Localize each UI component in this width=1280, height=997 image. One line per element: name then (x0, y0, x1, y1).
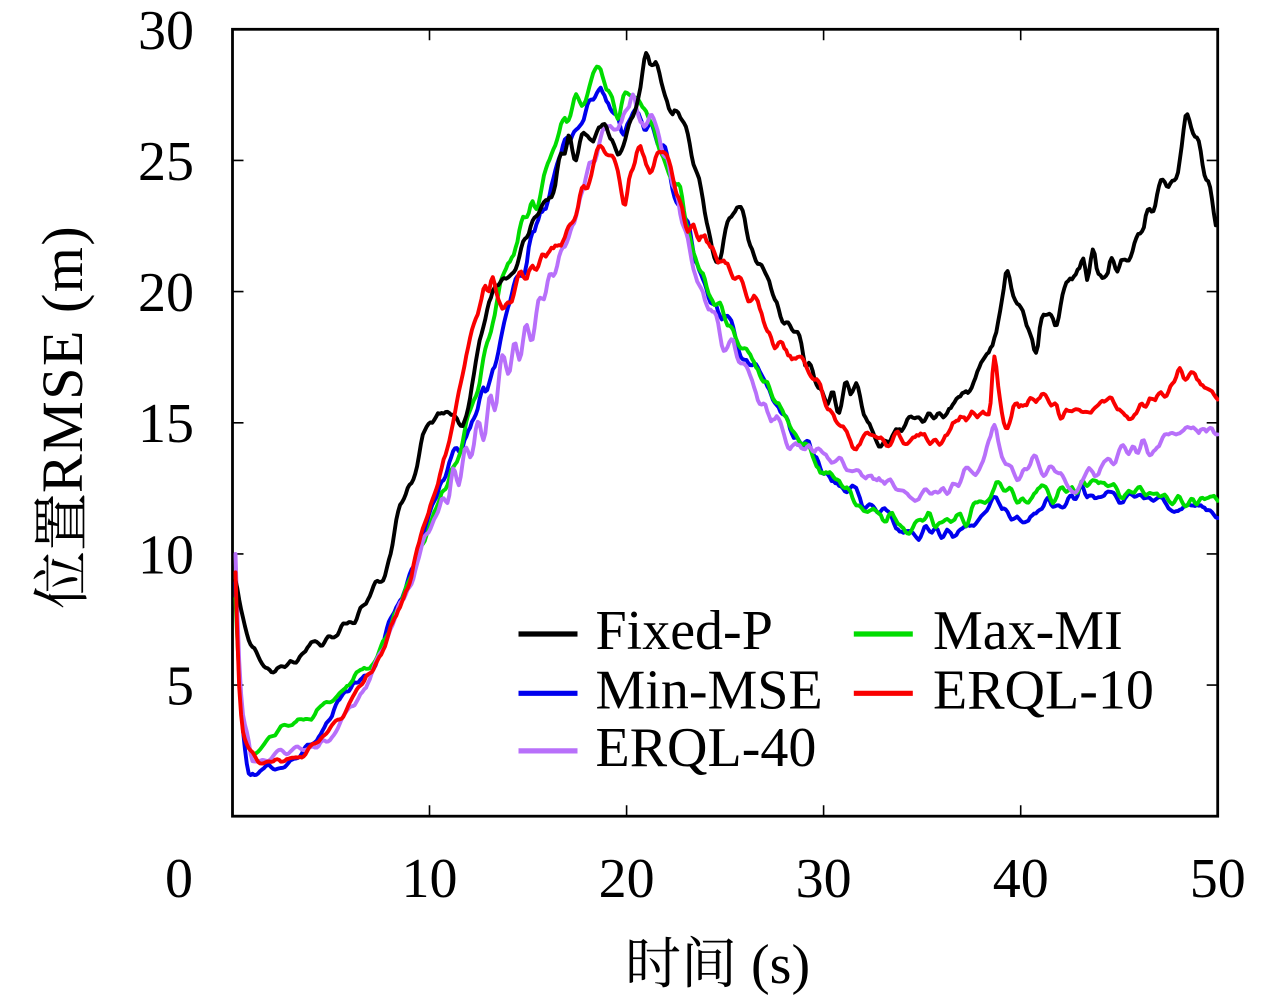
svg-text:RMSE (m): RMSE (m) (30, 225, 95, 493)
svg-text:ERQL-40: ERQL-40 (596, 717, 817, 779)
svg-text:Fixed-P: Fixed-P (596, 600, 773, 662)
svg-text:(s): (s) (737, 934, 810, 996)
svg-text:ERQL-10: ERQL-10 (933, 659, 1154, 721)
svg-text:30: 30 (138, 0, 194, 62)
svg-text:20: 20 (138, 262, 194, 324)
svg-text:0: 0 (165, 848, 193, 910)
svg-text:Min-MSE: Min-MSE (596, 659, 823, 721)
svg-text:30: 30 (796, 848, 852, 910)
svg-text:10: 10 (402, 848, 458, 910)
svg-text:20: 20 (599, 848, 655, 910)
svg-text:Max-MI: Max-MI (933, 600, 1123, 662)
svg-text:50: 50 (1190, 848, 1246, 910)
svg-text:40: 40 (993, 848, 1049, 910)
svg-text:5: 5 (166, 656, 194, 718)
svg-text:10: 10 (138, 524, 194, 586)
svg-text:25: 25 (138, 131, 194, 193)
svg-text:15: 15 (138, 393, 194, 455)
